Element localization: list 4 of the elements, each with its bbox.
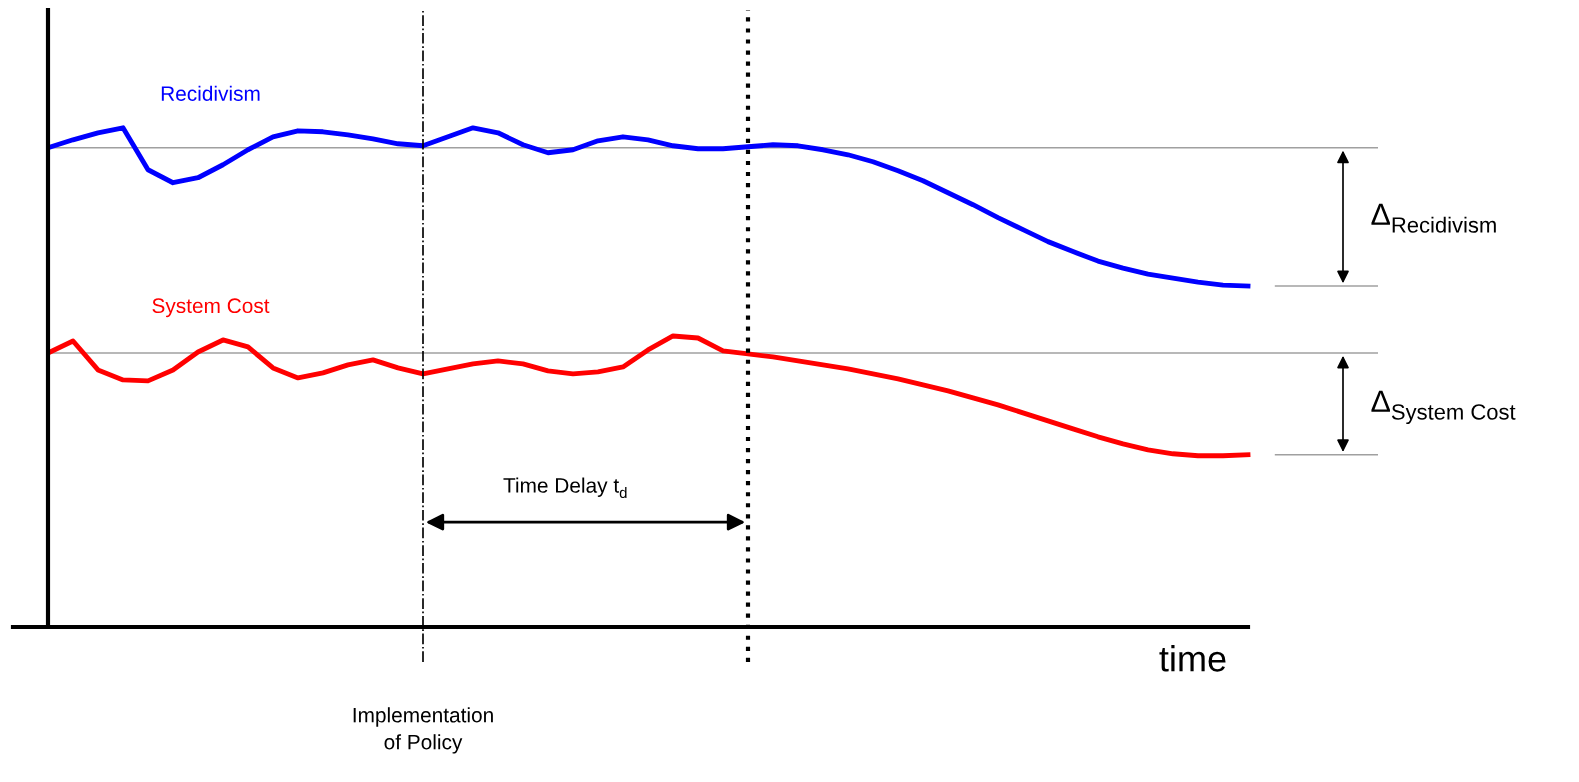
series-label: System Cost	[152, 298, 270, 318]
text: Implementation of Policy	[353, 707, 493, 754]
x-axis-title: time	[1159, 645, 1226, 672]
series-label: Recidivism	[161, 85, 260, 101]
